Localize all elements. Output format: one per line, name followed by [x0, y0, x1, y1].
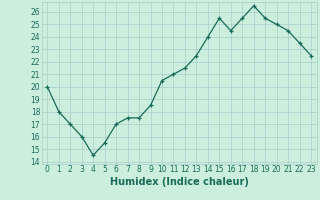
X-axis label: Humidex (Indice chaleur): Humidex (Indice chaleur)	[110, 177, 249, 187]
